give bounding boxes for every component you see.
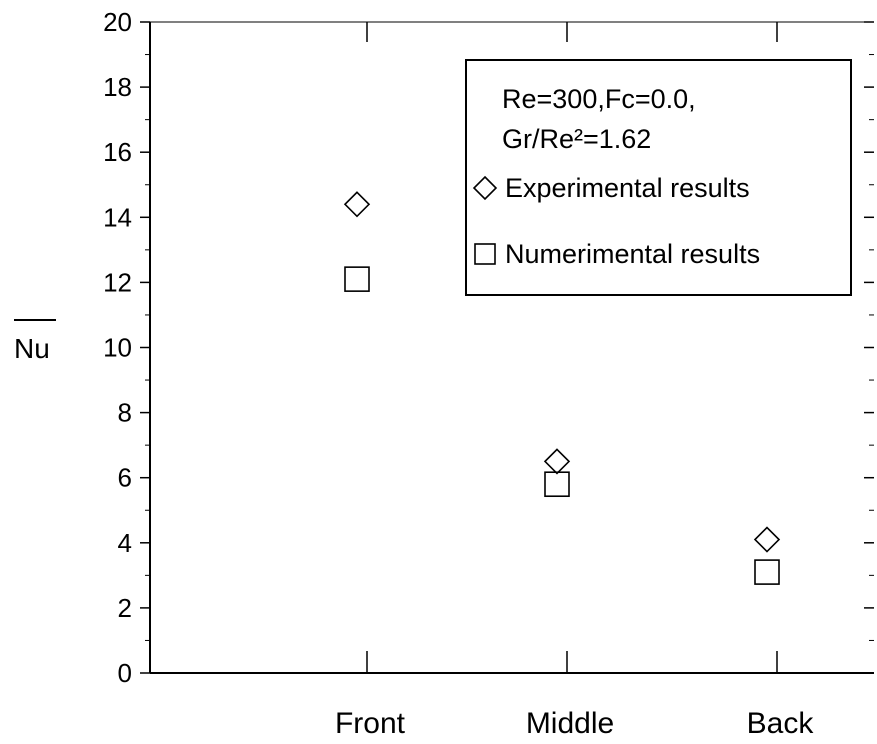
- legend-entry-experimental: Experimental results: [505, 173, 750, 203]
- legend-diamond-icon: [472, 175, 498, 201]
- legend-square-icon: [474, 243, 496, 265]
- numerical-point: [544, 471, 570, 498]
- y-tick-label: 16: [103, 137, 132, 167]
- y-tick-label: 10: [103, 333, 132, 363]
- x-category-label: Middle: [526, 707, 614, 740]
- experimental-point: [543, 448, 571, 475]
- y-tick-label: 14: [103, 202, 132, 232]
- y-tick-label: 6: [118, 463, 132, 493]
- experimental-point: [343, 191, 371, 218]
- y-tick-label: 18: [103, 72, 132, 102]
- data-points: [343, 191, 781, 585]
- x-category-label: Front: [335, 707, 406, 740]
- legend-entry-numerimental: Numerimental results: [505, 239, 760, 269]
- y-tick-label: 4: [118, 528, 132, 558]
- y-tick-label: 2: [118, 593, 132, 623]
- y-tick-label: 12: [103, 267, 132, 297]
- legend-condition-line-1: Re=300,Fc=0.0,: [502, 84, 696, 114]
- y-axis-title-text: Nu: [14, 333, 50, 364]
- numerical-point: [754, 559, 780, 585]
- y-axis-title: Nu: [14, 319, 56, 364]
- y-tick-label: 8: [118, 398, 132, 428]
- legend-condition-line-2: Gr/Re²=1.62: [502, 124, 651, 154]
- legend-box: [465, 59, 852, 296]
- y-tick-label: 0: [118, 658, 132, 688]
- x-axis: Front Middle Back: [335, 22, 814, 740]
- numerical-point: [344, 266, 370, 292]
- legend: Re=300,Fc=0.0, Gr/Re²=1.62 Experimental …: [465, 59, 852, 296]
- experimental-point: [753, 526, 781, 553]
- x-category-label: Back: [747, 707, 815, 740]
- y-tick-label: 20: [103, 7, 132, 37]
- y-axis: 0 2 4 6 8 10 12 14 16 18 20: [103, 7, 874, 688]
